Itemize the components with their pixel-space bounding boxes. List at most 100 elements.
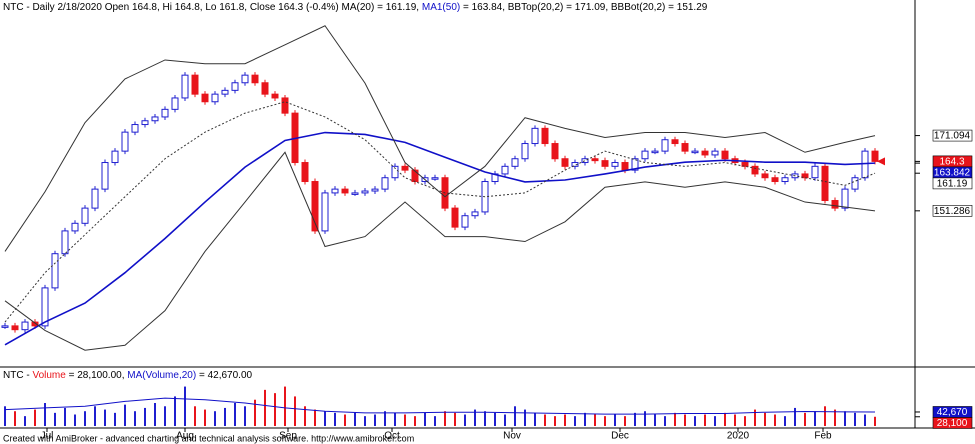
volume-bar — [834, 409, 836, 426]
title-part: MA(Volume,20) — [127, 370, 196, 381]
volume-bar — [224, 407, 226, 426]
candle-body — [381, 177, 389, 190]
volume-bar — [684, 414, 686, 426]
volume-bar — [44, 403, 46, 426]
volume-bar — [124, 404, 126, 426]
volume-bar — [594, 414, 596, 426]
badge-label: 171.094 — [934, 131, 971, 142]
volume-bar — [344, 414, 346, 426]
candle-body — [331, 188, 339, 194]
volume-bar — [744, 416, 746, 426]
volume-bar — [654, 414, 656, 426]
volume-bar — [444, 411, 446, 426]
candle-body — [301, 162, 309, 183]
volume-bar — [584, 412, 586, 426]
volume-title: NTC - Volume = 28,100.00, MA(Volume,20) … — [3, 370, 253, 381]
volume-bar — [254, 399, 256, 426]
candle-body — [461, 215, 469, 228]
candle-body — [651, 150, 659, 154]
volume-bar — [24, 416, 26, 426]
volume-bar — [814, 411, 816, 426]
volume-bar — [154, 403, 156, 426]
candle-body — [811, 165, 819, 179]
volume-bar — [114, 412, 116, 426]
candle-body — [151, 116, 159, 122]
volume-bar — [294, 396, 296, 426]
candle-body — [821, 165, 829, 202]
candle-body — [201, 93, 209, 103]
volume-bar — [214, 411, 216, 426]
x-tick-label: Dec — [611, 431, 629, 442]
candle-body — [351, 192, 359, 195]
volume-bar — [564, 414, 566, 426]
volume-bar — [794, 407, 796, 426]
volume-bar — [694, 416, 696, 426]
volume-bar — [234, 403, 236, 426]
volume-bar — [664, 416, 666, 426]
title-part: = 28,100.00, — [66, 370, 127, 381]
volume-bar — [364, 416, 366, 426]
candle-body — [171, 97, 179, 110]
volume-bar — [94, 406, 96, 426]
candle-body — [111, 150, 119, 164]
title-part: NTC - — [3, 370, 32, 381]
candle-body — [711, 150, 719, 156]
volume-bar — [454, 412, 456, 426]
volume-bar — [724, 412, 726, 426]
x-tick-label: Jul — [41, 431, 54, 442]
volume-bar — [204, 409, 206, 426]
volume-bar — [324, 411, 326, 426]
volume-bar — [284, 386, 286, 426]
value-badge — [932, 417, 973, 429]
candle-body — [831, 200, 839, 209]
title-part: NTC - Daily 2/18/2020 Open 164.8, Hi 164… — [3, 2, 422, 13]
candle-body — [241, 74, 249, 84]
volume-bar — [314, 409, 316, 426]
title-part: = 42,670.00 — [196, 370, 252, 381]
candle-body — [261, 82, 269, 95]
volume-bar — [644, 411, 646, 426]
x-tick-label: Nov — [503, 431, 521, 442]
candle-body — [451, 207, 459, 228]
title-part: = 163.84, BBTop(20,2) = 171.09, BBBot(20… — [460, 2, 708, 13]
volume-bar — [394, 412, 396, 426]
volume-bar — [424, 412, 426, 426]
candle-body — [621, 162, 629, 171]
volume-bar — [414, 416, 416, 426]
value-badge — [932, 129, 973, 142]
candle-body — [31, 321, 39, 327]
candle-body — [691, 150, 699, 154]
volume-bar — [4, 406, 6, 426]
candle-body — [391, 165, 399, 179]
candle-body — [101, 162, 109, 190]
footer: Created with AmiBroker - advanced charti… — [3, 433, 414, 443]
volume-bar — [824, 406, 826, 426]
volume-bar — [134, 411, 136, 426]
volume-bar — [184, 386, 186, 426]
candle-body — [781, 177, 789, 183]
volume-bar — [874, 416, 876, 426]
volume-bar — [464, 414, 466, 426]
volume-bar — [54, 412, 56, 426]
indicator-line — [4, 101, 876, 323]
candle-body — [121, 131, 129, 152]
candle-body — [21, 321, 29, 331]
x-tick-label: 2020 — [727, 431, 750, 442]
candle-body — [161, 108, 169, 118]
volume-bar — [104, 409, 106, 426]
volume-bar — [354, 412, 356, 426]
volume-bar — [554, 416, 556, 426]
volume-bar — [624, 416, 626, 426]
indicator-line — [4, 25, 876, 252]
volume-bar — [434, 416, 436, 426]
badge-label: 164.3 — [939, 157, 964, 168]
badge-label: 28,100 — [937, 418, 968, 429]
candle-body — [671, 139, 679, 145]
candle-body — [81, 207, 89, 224]
volume-bar — [634, 412, 636, 426]
volume-bar — [334, 412, 336, 426]
volume-bar — [864, 414, 866, 426]
candle-body — [541, 127, 549, 145]
volume-bar — [244, 406, 246, 426]
